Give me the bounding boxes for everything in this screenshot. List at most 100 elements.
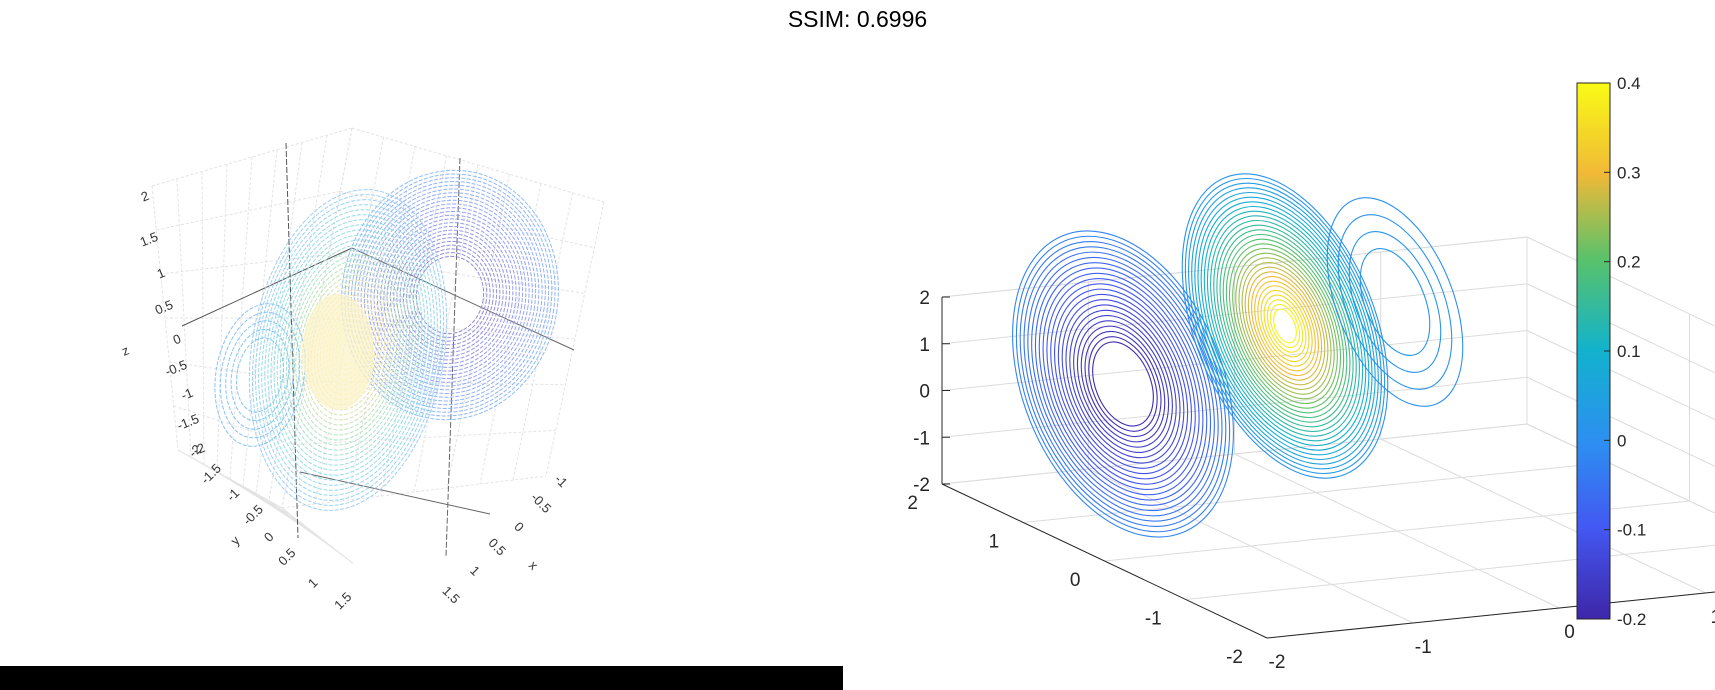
contour-line — [1061, 299, 1185, 469]
contour-line — [1254, 280, 1316, 372]
contour-line — [1065, 304, 1181, 464]
contour-line — [1084, 330, 1162, 438]
contour-line — [248, 189, 448, 511]
contour-line — [1206, 210, 1364, 442]
contour-line — [1228, 243, 1342, 409]
contour-line — [1197, 196, 1373, 456]
contour-line — [1057, 293, 1189, 475]
left-axes-grid — [151, 127, 605, 564]
contour-line — [341, 169, 559, 421]
contour-line — [261, 209, 435, 491]
contour-line — [1012, 230, 1234, 538]
contour-line — [1200, 201, 1370, 451]
contour-line — [1080, 325, 1166, 443]
colorbar-tick-label: 0.3 — [1617, 163, 1641, 182]
contour-line — [255, 199, 441, 501]
y-tick-label: 1 — [989, 532, 1000, 553]
contour-line — [267, 219, 429, 481]
contour-line — [279, 239, 417, 461]
contour-line — [1244, 266, 1326, 386]
colorbar: 0.4 0.3 0.2 0.1 0 -0.1 -0.2 — [1576, 74, 1646, 629]
contour-line — [258, 204, 438, 496]
contour-line — [270, 224, 426, 476]
colorbar-tick-label: 0.4 — [1617, 74, 1641, 93]
contour-line — [1213, 219, 1357, 433]
contour-line — [373, 207, 527, 383]
z-tick-label: -2 — [191, 440, 207, 458]
contour-line — [1273, 308, 1297, 344]
axis-line — [181, 247, 353, 327]
y-tick-label: 2 — [907, 493, 918, 514]
colorbar-tick-label: -0.1 — [1617, 521, 1646, 540]
contour-line — [214, 303, 306, 447]
contour-line — [1092, 341, 1154, 427]
right-contour-lines — [1012, 173, 1464, 538]
x-tick-label: -1 — [1415, 637, 1432, 658]
contour-line — [1038, 267, 1208, 501]
grid-line — [156, 190, 341, 231]
contour-line — [292, 259, 404, 441]
contour-line — [1046, 278, 1200, 490]
contour-line — [1326, 197, 1464, 407]
contour-line — [1203, 205, 1367, 447]
colorbar-tick-label: 0.1 — [1617, 342, 1641, 361]
x-tick-label: -2 — [1269, 652, 1286, 673]
axis-line — [1266, 591, 1715, 639]
z-tick-label: -1 — [179, 385, 195, 403]
contour-line — [1069, 309, 1177, 459]
contour-line — [1027, 251, 1219, 517]
grid-line — [446, 174, 510, 489]
contour-line — [1191, 187, 1379, 465]
y-tick-label: -2 — [1226, 647, 1243, 668]
contour-line — [1042, 272, 1204, 496]
contour-line — [412, 252, 488, 338]
z-tick-label: -2 — [913, 475, 930, 496]
grid-line — [1380, 438, 1706, 594]
contour-line — [383, 218, 517, 372]
contour-line — [282, 244, 414, 456]
colorbar-tick-label: 0.2 — [1617, 253, 1641, 272]
contour-line — [1194, 191, 1376, 461]
contour-line — [1359, 248, 1431, 356]
grid-line — [351, 127, 605, 203]
contour-line — [1219, 229, 1351, 423]
contour-line — [1210, 215, 1360, 437]
grid-line — [293, 429, 556, 446]
contour-line — [273, 229, 423, 471]
contour-line — [225, 320, 295, 430]
contour-line — [1181, 173, 1389, 479]
contour-line — [1337, 214, 1453, 390]
grid-line — [281, 507, 354, 564]
y-tick-label: -1 — [1145, 609, 1162, 630]
z-tick-label: 1 — [919, 335, 930, 356]
contour-line — [276, 234, 420, 466]
contour-line — [1050, 283, 1196, 485]
contour-line — [1088, 336, 1158, 432]
grid-line — [281, 475, 547, 509]
grid-line — [316, 317, 576, 340]
contour-line — [1076, 320, 1170, 448]
contour-line — [1216, 224, 1354, 428]
y-tick-label: 0 — [1070, 570, 1081, 591]
z-tick-label: 0.5 — [153, 297, 175, 318]
contour-line — [298, 269, 398, 431]
axis-line — [941, 483, 1268, 639]
contour-line — [1260, 289, 1310, 363]
axis-line — [299, 471, 491, 515]
contour-line — [415, 255, 485, 335]
contour-line — [310, 289, 386, 411]
contour-line — [406, 244, 494, 346]
colorbar-ticks: 0.4 0.3 0.2 0.1 0 -0.1 -0.2 — [1604, 74, 1646, 629]
contour-line — [354, 184, 546, 406]
contour-line — [295, 264, 401, 436]
contour-line — [1238, 257, 1332, 395]
contour-line — [1251, 275, 1319, 377]
grid-line — [169, 361, 306, 382]
contour-line — [289, 254, 407, 446]
contour-line — [1241, 261, 1329, 391]
contour-line — [347, 177, 553, 413]
grid-line — [160, 254, 329, 275]
contour-line — [1015, 235, 1231, 533]
